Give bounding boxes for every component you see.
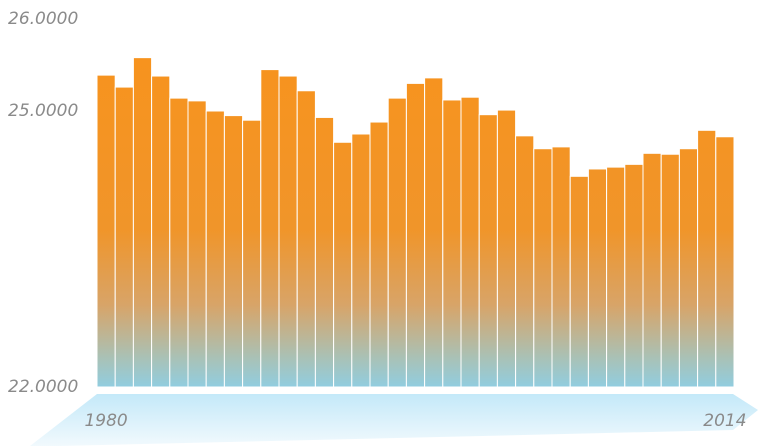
bar — [533, 148, 553, 388]
bar — [424, 77, 444, 388]
bar — [515, 135, 535, 388]
x-tick-label: 1980 — [84, 411, 127, 431]
bar — [697, 129, 717, 388]
bar — [715, 136, 735, 388]
bar — [642, 152, 662, 388]
bar — [405, 82, 426, 388]
bar — [606, 166, 626, 388]
bar — [205, 110, 225, 388]
bar — [278, 75, 298, 388]
bar — [242, 119, 262, 388]
bar — [442, 99, 462, 388]
y-tick-label: 25.0000 — [8, 101, 78, 121]
bar — [187, 100, 207, 388]
bar — [660, 153, 680, 388]
bar — [496, 109, 517, 388]
bar — [333, 141, 353, 388]
bar — [314, 116, 335, 388]
y-tick-label: 22.0000 — [8, 377, 78, 397]
bar — [169, 97, 189, 388]
bar — [351, 133, 371, 388]
floor — [30, 394, 758, 446]
bar — [551, 146, 571, 388]
bar — [296, 90, 316, 388]
bar — [569, 175, 589, 388]
bar — [369, 121, 389, 388]
bar — [132, 57, 153, 388]
bar — [260, 69, 280, 388]
bar — [387, 97, 407, 388]
bar — [114, 86, 134, 388]
y-tick-label: 26.0000 — [8, 9, 78, 29]
bar — [624, 163, 644, 388]
bar — [460, 96, 480, 388]
bar — [223, 115, 244, 388]
x-tick-label: 2014 — [703, 411, 746, 431]
bar — [678, 148, 699, 388]
bar — [478, 114, 498, 388]
bar — [587, 168, 608, 388]
bar — [96, 74, 116, 388]
bar — [151, 75, 171, 388]
